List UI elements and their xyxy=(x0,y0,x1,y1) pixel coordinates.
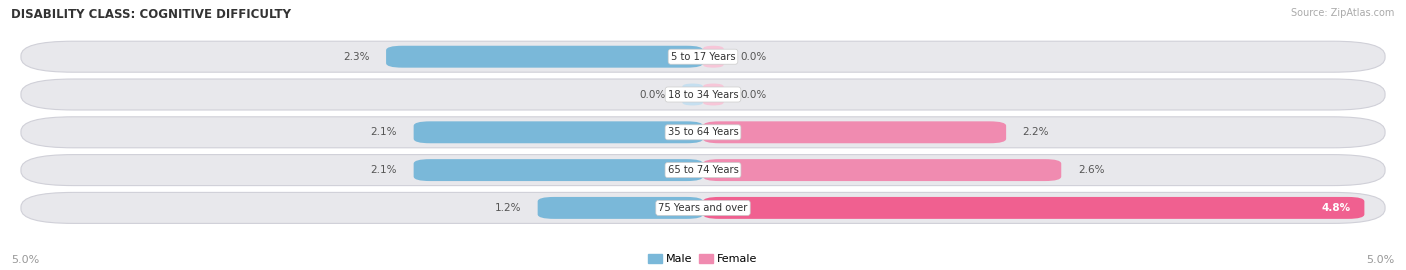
FancyBboxPatch shape xyxy=(413,121,703,143)
Text: 2.1%: 2.1% xyxy=(371,165,396,175)
Text: 2.3%: 2.3% xyxy=(343,52,370,62)
Text: 2.2%: 2.2% xyxy=(1022,127,1049,137)
Text: 1.2%: 1.2% xyxy=(495,203,522,213)
Legend: Male, Female: Male, Female xyxy=(648,254,758,264)
FancyBboxPatch shape xyxy=(703,83,724,106)
Text: 2.1%: 2.1% xyxy=(371,127,396,137)
FancyBboxPatch shape xyxy=(703,46,724,68)
Text: 75 Years and over: 75 Years and over xyxy=(658,203,748,213)
Text: DISABILITY CLASS: COGNITIVE DIFFICULTY: DISABILITY CLASS: COGNITIVE DIFFICULTY xyxy=(11,8,291,21)
FancyBboxPatch shape xyxy=(703,121,1007,143)
Text: 0.0%: 0.0% xyxy=(640,89,666,100)
FancyBboxPatch shape xyxy=(21,193,1385,223)
FancyBboxPatch shape xyxy=(21,79,1385,110)
FancyBboxPatch shape xyxy=(21,41,1385,72)
FancyBboxPatch shape xyxy=(387,46,703,68)
FancyBboxPatch shape xyxy=(682,83,703,106)
Text: 4.8%: 4.8% xyxy=(1322,203,1351,213)
FancyBboxPatch shape xyxy=(537,197,703,219)
Text: 0.0%: 0.0% xyxy=(740,52,766,62)
FancyBboxPatch shape xyxy=(703,159,1062,181)
Text: 5 to 17 Years: 5 to 17 Years xyxy=(671,52,735,62)
FancyBboxPatch shape xyxy=(413,159,703,181)
Text: 0.0%: 0.0% xyxy=(740,89,766,100)
FancyBboxPatch shape xyxy=(21,155,1385,185)
Text: 35 to 64 Years: 35 to 64 Years xyxy=(668,127,738,137)
Text: 5.0%: 5.0% xyxy=(1367,255,1395,265)
FancyBboxPatch shape xyxy=(21,117,1385,148)
Text: 65 to 74 Years: 65 to 74 Years xyxy=(668,165,738,175)
FancyBboxPatch shape xyxy=(703,197,1364,219)
Text: 5.0%: 5.0% xyxy=(11,255,39,265)
Text: 18 to 34 Years: 18 to 34 Years xyxy=(668,89,738,100)
Text: Source: ZipAtlas.com: Source: ZipAtlas.com xyxy=(1291,8,1395,18)
Text: 2.6%: 2.6% xyxy=(1078,165,1104,175)
